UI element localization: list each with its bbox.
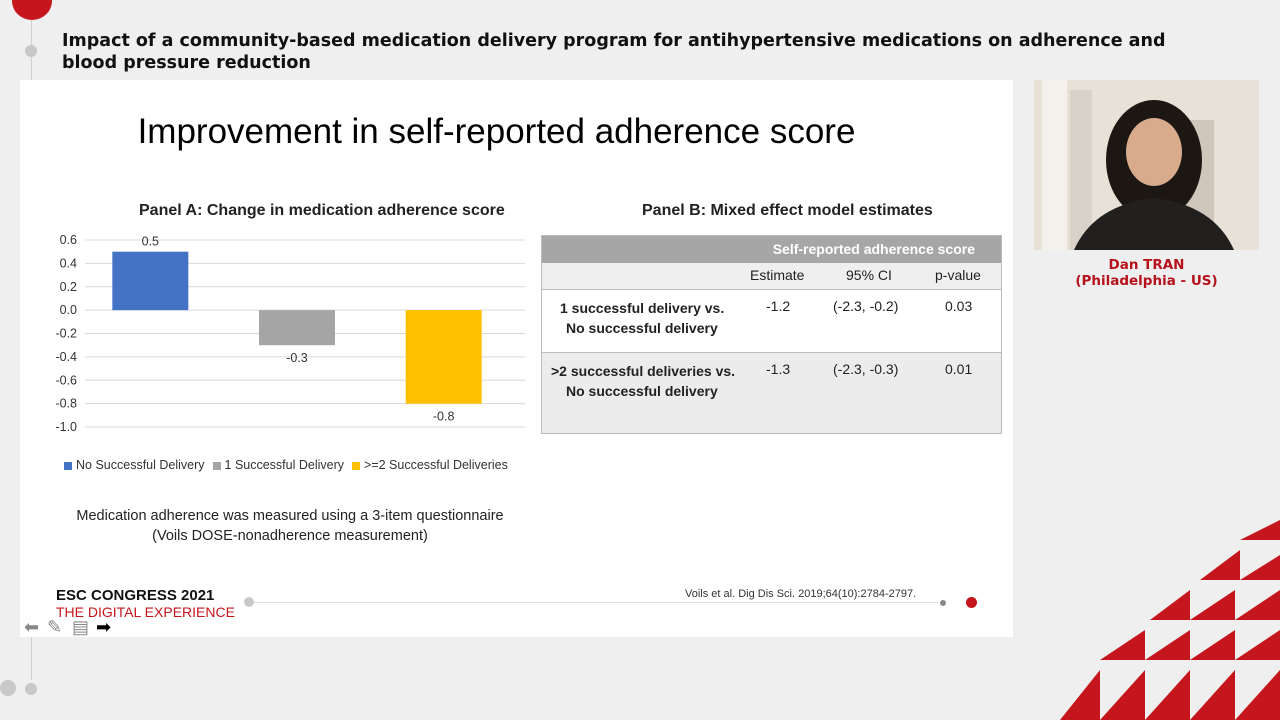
estimates-table: Self-reported adherence score Estimate 9… (541, 235, 1002, 434)
chart-legend: No Successful Delivery 1 Successful Deli… (64, 458, 508, 472)
panel-b-title: Panel B: Mixed effect model estimates (642, 202, 933, 219)
row-label-line: >2 successful deliveries vs. (551, 363, 736, 379)
arrow-left-icon[interactable]: ⬅ (24, 617, 40, 637)
congress-logo-title: ESC CONGRESS 2021 (56, 587, 215, 604)
panel-a-title: Panel A: Change in medication adherence … (139, 202, 505, 219)
data-label: 0.5 (142, 235, 159, 249)
y-tick-label: 0.0 (60, 303, 77, 317)
p-value-cell: 0.01 (945, 361, 973, 377)
table-column-headers: Estimate 95% CI p-value (542, 263, 1001, 290)
row-label-line: No successful delivery (566, 383, 718, 399)
session-title: Impact of a community-based medication d… (62, 31, 1166, 73)
speaker-image (1034, 80, 1259, 250)
estimate-cell: -1.3 (766, 361, 791, 377)
speaker-video (1034, 80, 1259, 250)
row-label: >2 successful deliveries vs. No successf… (551, 361, 735, 401)
row-label-line: 1 successful delivery vs. (560, 300, 725, 316)
p-value-cell: 0.03 (945, 298, 973, 314)
y-tick-label: -0.6 (55, 373, 77, 387)
bar (259, 310, 335, 346)
bar (405, 310, 482, 404)
triangle-pattern-decoration (1060, 520, 1280, 720)
legend-item-one-delivery: 1 Successful Delivery (212, 458, 345, 472)
timeline-dot (0, 680, 16, 696)
pen-icon[interactable]: ✎ (47, 617, 63, 637)
y-tick-label: 0.6 (60, 233, 77, 247)
footer-red-dot (966, 597, 977, 608)
congress-logo-subtitle: THE DIGITAL EXPERIENCE (56, 604, 235, 620)
y-tick-label: -0.2 (55, 327, 77, 341)
speaker-name: Dan TRAN (1108, 257, 1185, 273)
y-tick-label: -0.8 (55, 397, 77, 411)
legend-swatch (212, 461, 221, 470)
bar-chart: 0.6 0.4 0.2 0.0 -0.2 -0.4 -0.6 -0.8 -1.0 0.5 -0.3 -… (55, 233, 525, 434)
footer-dot (940, 600, 946, 606)
timeline-dot (25, 683, 37, 695)
reference-citation: Voils et al. Dig Dis Sci. 2019;64(10):27… (685, 588, 917, 600)
column-header: 95% CI (846, 267, 892, 283)
slide-title: Improvement in self-reported adherence s… (137, 112, 856, 151)
legend-label: >=2 Successful Deliveries (364, 458, 508, 472)
column-header: Estimate (750, 267, 805, 283)
legend-swatch (352, 461, 361, 470)
data-label: -0.3 (286, 351, 308, 365)
legend-item-two-deliveries: >=2 Successful Deliveries (352, 458, 508, 472)
legend-label: No Successful Delivery (76, 458, 205, 472)
note-line: (Voils DOSE-nonadherence measurement) (152, 528, 428, 544)
menu-icon[interactable]: ▤ (72, 617, 90, 637)
row-label-line: No successful delivery (566, 320, 718, 336)
footer-line (248, 602, 938, 603)
ci-cell: (-2.3, -0.3) (833, 361, 899, 377)
arrow-right-icon[interactable]: ➡ (96, 617, 112, 637)
y-tick-label: 0.2 (60, 280, 77, 294)
red-circle-decoration (12, 0, 52, 20)
table-row: 1 successful delivery vs. No successful … (542, 290, 1001, 353)
legend-label: 1 Successful Delivery (224, 458, 345, 472)
table-row: >2 successful deliveries vs. No successf… (542, 353, 1001, 415)
data-label: -0.8 (433, 410, 455, 424)
speaker-info: Dan TRAN (Philadelphia - US) (1040, 257, 1253, 289)
speaker-location: (Philadelphia - US) (1075, 273, 1218, 289)
legend-item-no-delivery: No Successful Delivery (64, 458, 205, 472)
group-header-label: Self-reported adherence score (772, 241, 975, 257)
estimate-cell: -1.2 (766, 298, 791, 314)
y-tick-label: 0.4 (60, 256, 77, 270)
ci-cell: (-2.3, -0.2) (833, 298, 899, 314)
column-header: p-value (935, 267, 981, 283)
legend-swatch (64, 461, 72, 470)
note-line: Medication adherence was measured using … (76, 508, 504, 524)
measurement-note: Medication adherence was measured using … (50, 506, 530, 546)
table-group-header: Self-reported adherence score (542, 236, 1001, 263)
footer-dot (244, 597, 254, 607)
bar (112, 251, 189, 311)
y-tick-label: -0.4 (55, 350, 77, 364)
timeline-dot (25, 45, 37, 57)
row-label: 1 successful delivery vs. No successful … (560, 298, 724, 338)
y-tick-label: -1.0 (55, 420, 77, 434)
